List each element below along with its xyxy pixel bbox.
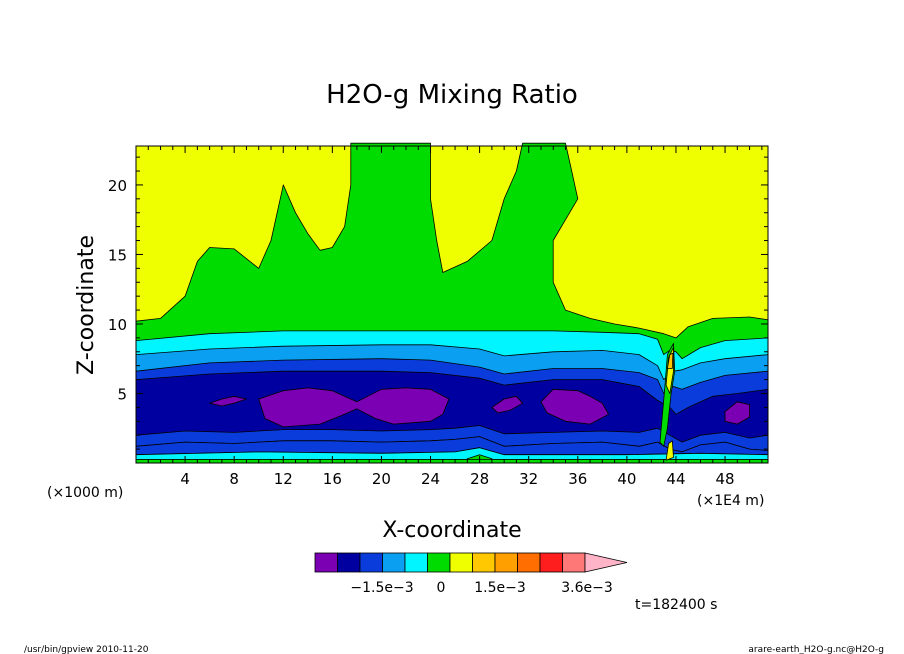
- y-tick-label: 15: [108, 246, 127, 264]
- y-tick-label: 20: [108, 177, 127, 195]
- colorbar-swatch-11: [562, 552, 586, 573]
- x-tick-label: 12: [274, 470, 293, 488]
- contour-layer-8: [540, 388, 609, 425]
- colorbar-swatch-1: [337, 552, 361, 573]
- x-unit-right: (×1E4 m): [697, 493, 764, 509]
- colorbar-swatch-6: [449, 552, 473, 573]
- chart-title: H2O-g Mixing Ratio: [326, 80, 578, 110]
- x-tick-label: 4: [180, 470, 190, 488]
- colorbar-swatch-8: [494, 552, 518, 573]
- colorbar-swatch-4: [404, 552, 428, 573]
- colorbar-arrow: [584, 552, 628, 573]
- x-tick-label: 28: [470, 470, 489, 488]
- contour-layer-16: [667, 352, 674, 369]
- colorbar-swatch-7: [472, 552, 496, 573]
- y-tick-label: 10: [108, 316, 127, 334]
- colorbar-swatch-5: [427, 552, 451, 573]
- x-axis-label: X-coordinate: [382, 518, 521, 543]
- x-tick-label: 24: [421, 470, 440, 488]
- contour-layer-5: [209, 395, 247, 407]
- colorbar-label-1: 0: [437, 580, 446, 596]
- x-tick-label: 48: [716, 470, 735, 488]
- colorbar-label-0: −1.5e−3: [350, 580, 413, 596]
- x-tick-label: 36: [568, 470, 587, 488]
- colorbar-swatch-9: [517, 552, 541, 573]
- colorbar-label-3: 3.6e−3: [561, 580, 613, 596]
- footer-right: arare-earth_H2O-g.nc@H2O-g: [748, 645, 884, 654]
- y-axis-label: Z-coordinate: [74, 235, 99, 375]
- x-tick-label: 8: [229, 470, 239, 488]
- contour-layer-6: [258, 387, 450, 428]
- colorbar-swatch-0: [314, 552, 338, 573]
- x-tick-label: 40: [617, 470, 636, 488]
- x-unit-left: (×1000 m): [47, 485, 123, 501]
- x-tick-label: 32: [519, 470, 538, 488]
- colorbar-swatch-10: [539, 552, 563, 573]
- plot-frame: [135, 145, 769, 464]
- footer-left: /usr/bin/gpview 2010-11-20: [24, 645, 149, 654]
- contour-layer-13: [135, 459, 769, 464]
- x-tick-label: 44: [666, 470, 685, 488]
- colorbar-label-2: 1.5e−3: [474, 580, 526, 596]
- contour-layer-17: [665, 440, 674, 461]
- contour-layer-7: [491, 395, 523, 414]
- x-tick-label: 20: [372, 470, 391, 488]
- colorbar-swatch-2: [359, 552, 383, 573]
- x-tick-label: 16: [323, 470, 342, 488]
- y-tick-label: 5: [117, 385, 127, 403]
- contour-layer-9: [724, 401, 750, 425]
- colorbar: [314, 552, 628, 573]
- colorbar-swatch-3: [382, 552, 406, 573]
- contour-layers: [135, 142, 769, 464]
- time-label: t=182400 s: [635, 597, 717, 613]
